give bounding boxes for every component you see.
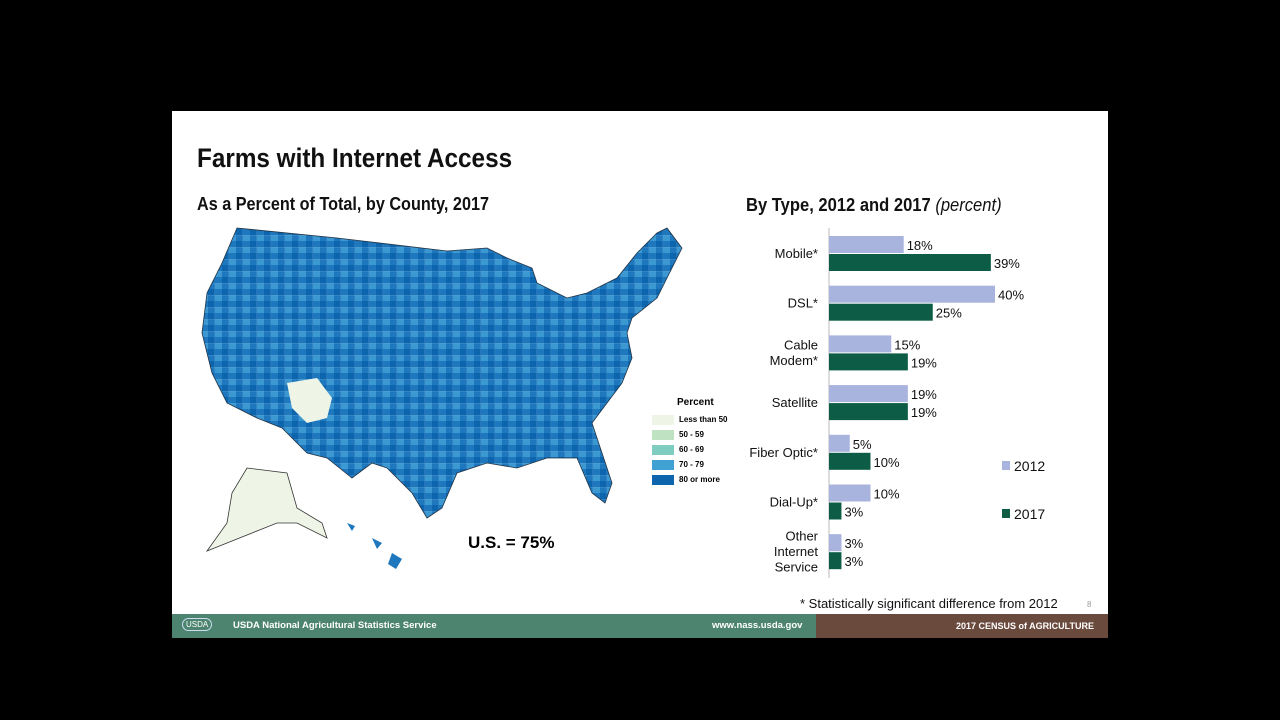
footer-url[interactable]: www.nass.usda.gov — [712, 620, 803, 631]
bar-chart-title-text: By Type, 2012 and 2017 — [746, 195, 931, 215]
legend-swatch-2017 — [1002, 509, 1010, 518]
bar-2017 — [829, 353, 908, 371]
legend-title: Percent — [677, 397, 714, 408]
contiguous-us-shape — [201, 227, 683, 519]
legend-swatch-2012 — [1002, 461, 1010, 470]
category-label: Modem* — [770, 353, 818, 368]
legend-label: 2012 — [1014, 458, 1045, 474]
category-label: DSL* — [788, 296, 818, 311]
alaska-shape — [205, 467, 328, 552]
data-label: 10% — [874, 455, 900, 470]
category-label: Dial-Up* — [770, 495, 818, 510]
bar-2012 — [829, 335, 892, 353]
bar-2012 — [829, 484, 871, 502]
data-label: 18% — [907, 238, 933, 253]
data-label: 19% — [911, 405, 937, 420]
bar-2012 — [829, 534, 842, 552]
footnote: * Statistically significant difference f… — [800, 596, 1058, 611]
category-label: Service — [775, 560, 818, 575]
map-title: As a Percent of Total, by County, 2017 — [197, 194, 489, 214]
page-number: 8 — [1087, 600, 1092, 609]
data-label: 39% — [994, 256, 1020, 271]
bar-chart-title-suffix: (percent) — [935, 195, 1002, 215]
data-label: 15% — [894, 337, 920, 352]
data-label: 19% — [911, 387, 937, 402]
bar-2017 — [829, 303, 933, 321]
footer-agency: USDA National Agricultural Statistics Se… — [233, 620, 437, 631]
bar-chart: 18% 39% Mobile* 40% 25% DSL* 15% 19% CableModem*… — [749, 228, 1045, 578]
footer-census: 2017 CENSUS of AGRICULTURE — [816, 614, 1108, 638]
data-label: 25% — [936, 306, 962, 321]
category-label: Satellite — [772, 395, 818, 410]
bar-2012 — [829, 285, 995, 303]
bar-2017 — [829, 502, 842, 520]
data-label: 19% — [911, 355, 937, 370]
us-county-map — [201, 227, 683, 569]
map-legend: Percent Less than 50 50 - 59 60 - 69 70 … — [652, 397, 727, 487]
slide-title: Farms with Internet Access — [197, 143, 513, 173]
legend-item: 60 - 69 — [652, 442, 727, 457]
data-label: 5% — [853, 437, 872, 452]
bar-2012 — [829, 236, 904, 253]
legend-item: 70 - 79 — [652, 457, 727, 472]
data-label: 3% — [844, 554, 863, 569]
bar-chart-title: By Type, 2012 and 2017 (percent) — [746, 195, 1002, 216]
category-label: Fiber Optic* — [749, 445, 818, 460]
category-label: Other — [785, 529, 818, 544]
bar-2017 — [829, 403, 908, 421]
data-label: 40% — [998, 288, 1024, 303]
bar-2017 — [829, 552, 842, 570]
usda-logo: USDA — [182, 618, 213, 631]
legend-item: 50 - 59 — [652, 427, 727, 442]
low-access-region — [287, 378, 332, 423]
data-label: 3% — [844, 536, 863, 551]
bar-2012 — [829, 434, 850, 452]
category-label: Cable — [784, 338, 818, 353]
footer-bar: USDA USDA National Agricultural Statisti… — [172, 614, 1108, 638]
data-label: 10% — [874, 487, 900, 502]
legend-label: 2017 — [1014, 506, 1045, 522]
data-label: 3% — [844, 505, 863, 520]
legend-item: Less than 50 — [652, 412, 727, 427]
category-label: Mobile* — [775, 246, 818, 261]
bar-2017 — [829, 254, 991, 271]
us-total-label: U.S. = 75% — [468, 533, 555, 552]
category-label: Internet — [774, 544, 818, 559]
bar-2017 — [829, 452, 871, 470]
bar-2012 — [829, 385, 908, 403]
hawaii-shape — [347, 523, 402, 569]
legend-item: 80 or more — [652, 472, 727, 487]
slide: Farms with Internet Access As a Percent … — [172, 111, 1108, 638]
